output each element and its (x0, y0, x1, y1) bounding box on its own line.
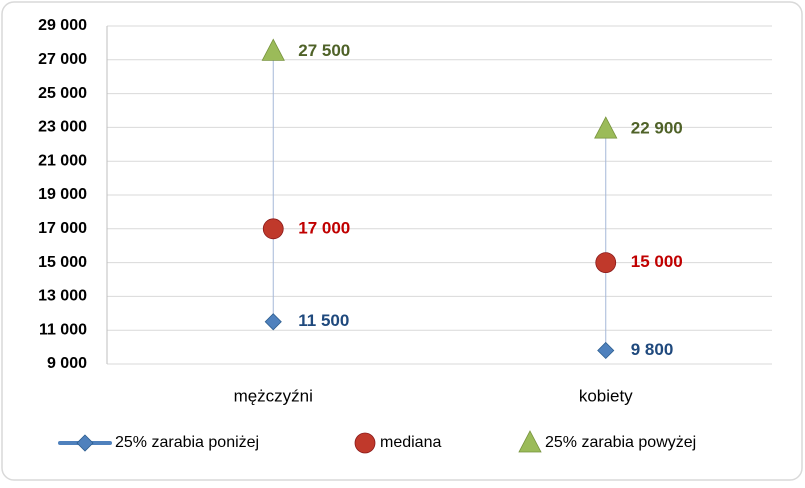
marker-circle (354, 432, 376, 454)
marker-diamond (597, 341, 615, 360)
y-tick-label: 29 000 (38, 17, 87, 34)
y-tick-label: 19 000 (38, 186, 87, 203)
chart-frame (1, 1, 803, 481)
value-label: 9 800 (631, 340, 674, 359)
legend-label: 25% zarabia poniżej (115, 434, 259, 451)
marker-circle (595, 252, 617, 274)
y-tick-label: 11 000 (39, 321, 87, 338)
y-tick-label: 21 000 (38, 152, 87, 169)
y-tick-label: 25 000 (38, 85, 87, 102)
x-tick-label: mężczyźni (234, 386, 313, 405)
marker-circle (262, 218, 284, 240)
marker-diamond (264, 313, 282, 331)
legend-label: mediana (380, 434, 441, 451)
value-label: 27 500 (298, 41, 350, 60)
marker-diamond (76, 434, 94, 452)
value-label: 17 000 (298, 218, 350, 237)
y-tick-label: 17 000 (38, 220, 87, 237)
value-label: 11 500 (298, 311, 349, 330)
y-tick-label: 15 000 (38, 254, 87, 271)
value-label: 22 900 (631, 119, 683, 138)
marker-triangle (518, 430, 542, 453)
x-tick-label: kobiety (579, 386, 633, 405)
y-tick-label: 27 000 (38, 51, 87, 68)
marker-triangle (261, 38, 285, 61)
y-tick-label: 13 000 (38, 288, 87, 305)
y-tick-label: 9 000 (47, 355, 87, 372)
value-label: 15 000 (631, 252, 683, 271)
legend-label: 25% zarabia powyżej (545, 434, 696, 451)
y-tick-label: 23 000 (38, 119, 87, 136)
marker-triangle (594, 116, 618, 139)
